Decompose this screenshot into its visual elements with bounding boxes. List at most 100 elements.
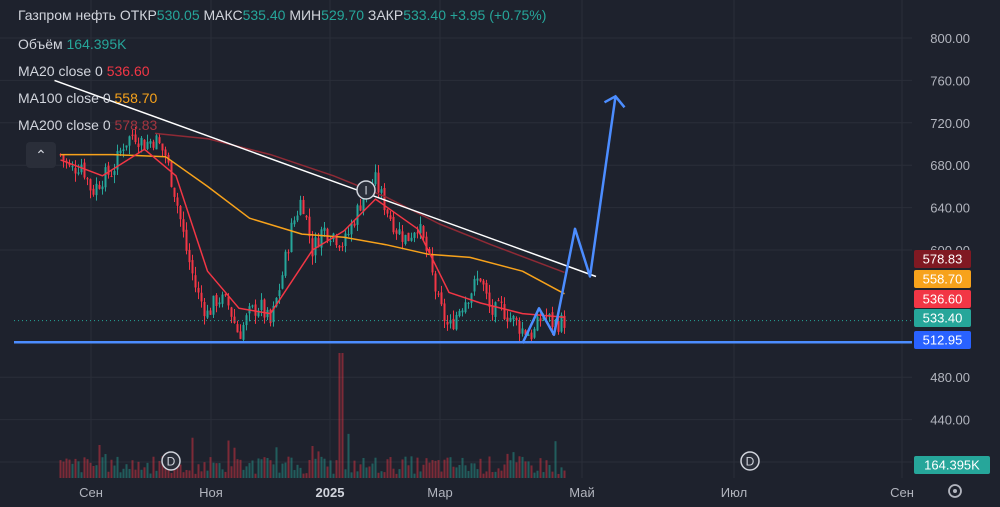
candle-body bbox=[230, 307, 233, 317]
candle-body bbox=[410, 237, 413, 241]
volume-bar bbox=[542, 472, 545, 478]
volume-bar bbox=[74, 458, 77, 478]
change-value: +3.95 (+0.75%) bbox=[449, 7, 547, 23]
volume-bar bbox=[554, 441, 557, 478]
volume-bar bbox=[59, 460, 62, 478]
volume-bar bbox=[206, 470, 209, 478]
volume-bar bbox=[221, 469, 224, 478]
volume-bar bbox=[482, 473, 485, 478]
candle-body bbox=[143, 139, 146, 151]
volume-bar bbox=[224, 471, 227, 478]
candle-body bbox=[431, 254, 434, 273]
volume-bar bbox=[89, 462, 92, 478]
chevron-up-icon: ⌃ bbox=[35, 146, 47, 163]
candle-body bbox=[416, 232, 419, 234]
volume-bar bbox=[170, 472, 173, 478]
svg-text:D: D bbox=[746, 455, 755, 469]
volume-bar bbox=[155, 470, 158, 478]
markers[interactable]: D D I bbox=[161, 180, 760, 471]
volume-bar bbox=[275, 447, 278, 478]
candle-body bbox=[446, 321, 449, 325]
volume-bar bbox=[383, 472, 386, 478]
info-icon: I bbox=[356, 180, 376, 200]
candle-body bbox=[74, 168, 77, 174]
candle-body bbox=[317, 238, 320, 248]
candle-body bbox=[206, 310, 209, 318]
ma200-legend[interactable]: MA200 close 0 578.83 bbox=[18, 117, 157, 133]
volume-bar bbox=[341, 353, 344, 478]
candle-body bbox=[110, 175, 113, 177]
candle-body bbox=[386, 209, 389, 214]
candle-body bbox=[533, 328, 536, 338]
volume-bar bbox=[110, 459, 113, 478]
candle-body bbox=[359, 205, 362, 211]
volume-legend[interactable]: Объём 164.395K bbox=[18, 36, 126, 52]
volume-bar bbox=[284, 462, 287, 478]
candle-body bbox=[131, 134, 134, 136]
dividend-icon: D bbox=[740, 451, 760, 471]
svg-text:536.60: 536.60 bbox=[923, 292, 963, 307]
volume-bar bbox=[416, 457, 419, 478]
candle-body bbox=[551, 312, 554, 327]
candle-body bbox=[176, 197, 179, 206]
svg-text:558.70: 558.70 bbox=[923, 272, 963, 287]
volume-bar bbox=[311, 445, 314, 478]
candle-body bbox=[272, 305, 275, 323]
ma20-legend[interactable]: MA20 close 0 536.60 bbox=[18, 63, 150, 79]
candle-body bbox=[407, 232, 410, 242]
volume-bar bbox=[548, 465, 551, 478]
candle-body bbox=[401, 231, 404, 242]
volume-bar bbox=[452, 466, 455, 478]
volume-bar bbox=[563, 470, 566, 478]
candle-body bbox=[470, 293, 473, 303]
candle-body bbox=[290, 222, 293, 253]
volume-bar bbox=[194, 473, 197, 478]
volume-bar bbox=[95, 465, 98, 478]
x-tick-label: Июл bbox=[721, 485, 747, 500]
candle-body bbox=[434, 273, 437, 292]
candle-body bbox=[122, 149, 125, 151]
candle-body bbox=[227, 296, 230, 306]
symbol-name[interactable]: Газпром нефть bbox=[18, 7, 116, 23]
collapse-legend-button[interactable]: ⌃ bbox=[26, 142, 56, 168]
candle-body bbox=[125, 145, 128, 148]
svg-text:512.95: 512.95 bbox=[923, 333, 963, 348]
x-tick-label: Ноя bbox=[199, 485, 223, 500]
volume-bar bbox=[329, 460, 332, 478]
ma100-legend[interactable]: MA100 close 0 558.70 bbox=[18, 90, 157, 106]
volume-bar bbox=[479, 458, 482, 478]
volume-bar bbox=[464, 465, 467, 478]
volume-bar bbox=[242, 469, 245, 478]
candle-body bbox=[152, 141, 155, 148]
candle-body bbox=[200, 292, 203, 302]
volume-bar bbox=[488, 456, 491, 478]
volume-bar bbox=[281, 463, 284, 478]
candle-body bbox=[395, 230, 398, 234]
volume-bars bbox=[59, 353, 566, 478]
candle-body bbox=[83, 162, 86, 178]
volume-bar bbox=[62, 461, 65, 478]
candle-body bbox=[224, 294, 227, 296]
candle-body bbox=[356, 205, 359, 225]
candle-body bbox=[212, 295, 215, 315]
price-badge: 558.70 bbox=[914, 270, 971, 288]
candle-body bbox=[455, 314, 458, 330]
volume-bar bbox=[140, 469, 143, 478]
volume-bar bbox=[161, 456, 164, 478]
candle-body bbox=[326, 228, 329, 241]
candle-body bbox=[281, 275, 284, 289]
candle-body bbox=[347, 234, 350, 236]
volume-bar bbox=[392, 468, 395, 478]
volume-bar bbox=[395, 473, 398, 478]
volume-bar bbox=[470, 463, 473, 478]
candle-body bbox=[140, 137, 143, 146]
volume-bar bbox=[128, 468, 131, 478]
svg-text:578.83: 578.83 bbox=[923, 252, 963, 267]
volume-bar bbox=[407, 465, 410, 478]
volume-bar bbox=[389, 457, 392, 478]
candle-body bbox=[218, 302, 221, 305]
volume-bar bbox=[365, 467, 368, 478]
volume-bar bbox=[560, 467, 563, 478]
volume-bar bbox=[434, 460, 437, 478]
